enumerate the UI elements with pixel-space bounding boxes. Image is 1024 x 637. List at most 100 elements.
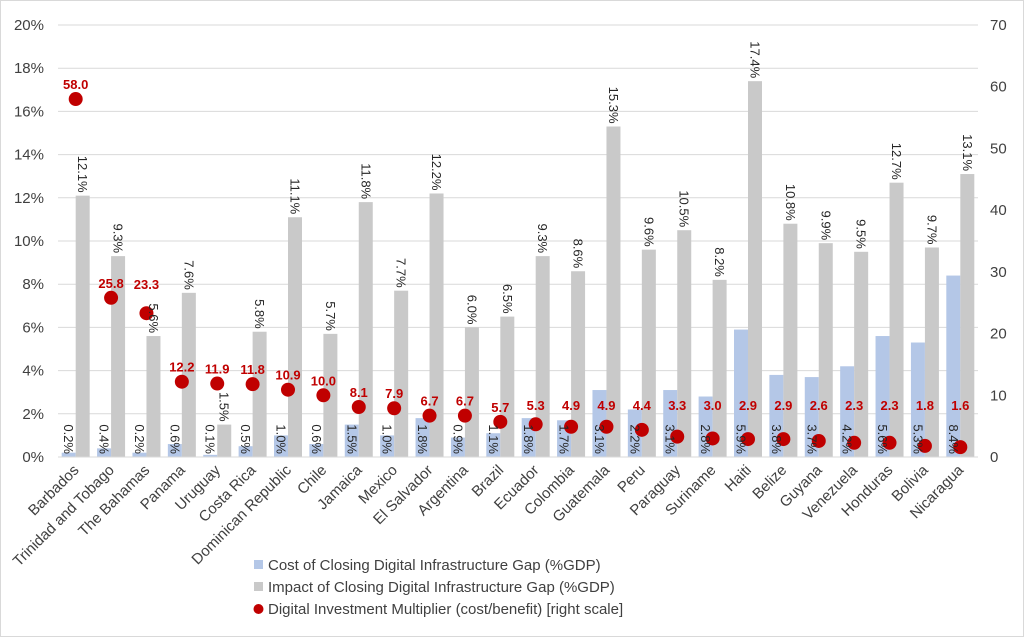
multiplier-point [953, 440, 968, 455]
bar-impact [606, 126, 621, 458]
impact-data-label: 9.3% [111, 223, 126, 253]
impact-data-label: 5.8% [252, 299, 267, 329]
y-left-tick-label: 20% [14, 17, 44, 34]
bar-impact [146, 336, 161, 457]
cost-data-label: 3.7% [804, 424, 819, 454]
impact-data-label: 5.6% [146, 303, 161, 333]
cost-data-label: 0.5% [238, 424, 253, 454]
impact-data-label: 10.8% [783, 184, 798, 221]
multiplier-data-label: 6.7 [420, 394, 438, 409]
bar-impact [288, 217, 302, 457]
impact-data-label: 1.5% [217, 392, 232, 422]
cost-data-label: 5.3% [910, 424, 925, 454]
multiplier-data-label: 2.6 [810, 398, 828, 413]
cost-data-label: 0.1% [203, 424, 218, 454]
bar-cost [415, 418, 430, 457]
y-left-tick-label: 8% [22, 276, 44, 293]
bar-cost [946, 275, 961, 457]
impact-data-label: 8.2% [712, 247, 727, 277]
cost-data-label: 1.8% [415, 424, 430, 454]
impact-data-label: 12.1% [75, 156, 90, 193]
y-left-tick-label: 16% [14, 103, 44, 120]
bar-cost [97, 448, 112, 457]
cost-data-label: 0.4% [97, 424, 112, 454]
bar-cost [910, 342, 925, 457]
multiplier-data-label: 8.1 [350, 385, 368, 400]
legend-swatch-multiplier [253, 604, 264, 614]
multiplier-data-label: 5.7 [491, 400, 509, 415]
multiplier-data-label: 1.8 [916, 398, 934, 413]
y-right-tick-label: 0 [990, 449, 998, 466]
y-right-tick-label: 10 [990, 387, 1007, 404]
multiplier-point [528, 417, 543, 432]
multiplier-data-label: 5.3 [527, 398, 545, 413]
impact-data-label: 9.3% [535, 223, 550, 253]
multiplier-point [705, 431, 720, 446]
y-right-tick-label: 70 [990, 17, 1007, 34]
cost-data-label: 0.2% [132, 424, 147, 454]
bar-cost [344, 424, 359, 457]
multiplier-data-label: 7.9 [385, 386, 403, 401]
bar-cost [450, 437, 465, 457]
multiplier-point [847, 435, 862, 450]
multiplier-point [210, 376, 225, 391]
legend-label-multiplier: Digital Investment Multiplier (cost/bene… [268, 601, 623, 618]
multiplier-data-label: 2.9 [739, 398, 757, 413]
bar-impact [889, 182, 904, 457]
cost-data-label: 4.2% [840, 424, 855, 454]
cost-data-label: 0.9% [450, 424, 465, 454]
multiplier-data-label: 1.6 [951, 398, 969, 413]
bar-impact [111, 256, 126, 457]
impact-data-label: 9.9% [818, 211, 833, 241]
bar-impact [677, 230, 692, 457]
bar-impact [323, 333, 338, 457]
multiplier-point [139, 306, 154, 321]
y-left-tick-label: 0% [22, 449, 44, 466]
multiplier-point [422, 408, 437, 423]
y-right-tick-label: 30 [990, 264, 1007, 281]
cost-data-label: 5.9% [734, 424, 749, 454]
multiplier-point [316, 388, 331, 403]
bar-cost [734, 329, 748, 457]
multiplier-data-label: 10.9 [275, 368, 300, 383]
bar-impact [358, 202, 373, 457]
multiplier-data-label: 4.4 [633, 398, 652, 413]
bar-cost [61, 452, 76, 457]
bar-impact [818, 243, 833, 457]
multiplier-data-label: 10.0 [311, 373, 336, 388]
cost-data-label: 0.6% [309, 424, 324, 454]
multiplier-data-label: 4.9 [597, 398, 615, 413]
impact-data-label: 6.0% [464, 295, 479, 325]
bar-impact [464, 327, 479, 457]
multiplier-data-label: 3.0 [704, 398, 722, 413]
cost-data-label: 1.0% [274, 424, 289, 454]
impact-data-label: 11.8% [358, 163, 373, 199]
multiplier-data-label: 23.3 [134, 277, 159, 292]
bar-impact [571, 271, 586, 457]
impact-data-label: 5.7% [323, 301, 338, 331]
bar-impact [854, 251, 869, 457]
multiplier-point [564, 419, 579, 434]
impact-data-label: 8.6% [571, 239, 586, 269]
cost-data-label: 5.6% [875, 424, 890, 454]
multiplier-data-label: 2.9 [774, 398, 792, 413]
multiplier-point [457, 408, 472, 423]
cost-data-label: 3.8% [769, 424, 784, 454]
multiplier-point [281, 382, 295, 397]
multiplier-point [741, 432, 755, 447]
bar-cost [486, 433, 501, 457]
multiplier-point [811, 433, 826, 448]
cost-data-label: 2.2% [627, 424, 642, 454]
multiplier-data-label: 6.7 [456, 394, 474, 409]
y-left-tick-label: 12% [14, 190, 44, 207]
legend-swatch-cost [254, 560, 263, 569]
cost-data-label: 0.6% [167, 424, 182, 454]
bar-impact [748, 81, 762, 457]
multiplier-data-label: 11.8 [240, 362, 265, 377]
multiplier-point [245, 377, 260, 392]
cost-data-label: 1.7% [557, 424, 572, 454]
impact-data-label: 7.7% [394, 258, 409, 288]
y-right-tick-label: 50 [990, 140, 1007, 157]
cost-data-label: 2.8% [698, 424, 713, 454]
